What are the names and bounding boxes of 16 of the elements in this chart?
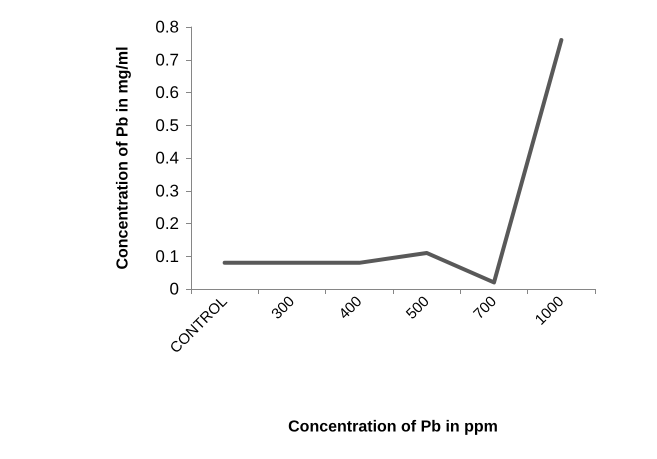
- y-tick-label: 0.2: [155, 214, 179, 233]
- y-tick-label: 0.5: [155, 116, 179, 135]
- y-tick-label: 0.3: [155, 181, 179, 200]
- y-tick-label: 0.1: [155, 246, 179, 266]
- y-tick-label: 0.4: [155, 148, 179, 168]
- y-tick-label: 0.8: [155, 18, 179, 36]
- y-axis-title: Concentration of Pb in mg/ml: [114, 46, 132, 270]
- x-tick-label: 700: [470, 292, 500, 323]
- x-tick-label: 300: [268, 292, 298, 323]
- y-tick-label: 0.6: [155, 83, 179, 102]
- x-axis-title: Concentration of Pb in ppm: [288, 418, 498, 436]
- line-series: [222, 38, 564, 284]
- y-tick-label: 0.7: [155, 50, 179, 70]
- x-tick-label: 400: [336, 292, 366, 323]
- x-tick-label: 500: [402, 292, 433, 323]
- y-tick-label: 0: [170, 280, 179, 298]
